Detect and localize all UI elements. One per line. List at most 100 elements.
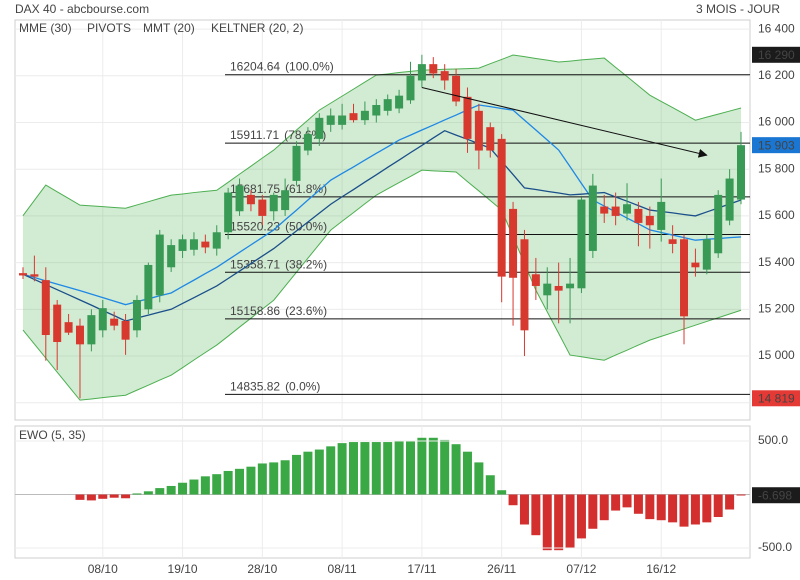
ewo-bar bbox=[200, 476, 210, 495]
ewo-bar bbox=[645, 494, 655, 520]
ewo-panel bbox=[14, 425, 751, 559]
candle-body bbox=[452, 75, 461, 102]
value-tag bbox=[752, 487, 800, 504]
candle-body bbox=[486, 127, 495, 151]
candle-body bbox=[30, 274, 39, 277]
candle-body bbox=[634, 208, 643, 223]
candle-body bbox=[543, 283, 552, 296]
ewo-bar bbox=[121, 494, 131, 499]
candle-body bbox=[577, 199, 586, 289]
candle-body bbox=[714, 194, 723, 254]
candle-body bbox=[132, 299, 141, 331]
ewo-title: EWO (5, 35) bbox=[19, 428, 86, 442]
ewo-bar bbox=[622, 494, 632, 508]
candle-body bbox=[98, 308, 107, 331]
candle-body bbox=[737, 145, 745, 200]
candle-body bbox=[235, 185, 244, 212]
x-tick-label: 07/12 bbox=[566, 562, 596, 576]
ewo-bar bbox=[86, 494, 96, 501]
ewo-bar bbox=[599, 494, 609, 521]
keltner-lower bbox=[22, 169, 742, 401]
x-tick-label: 08/10 bbox=[88, 562, 118, 576]
ewo-bar bbox=[314, 449, 324, 495]
ewo-bar bbox=[428, 437, 438, 495]
main-panel bbox=[14, 19, 751, 421]
candle-body bbox=[178, 239, 187, 251]
ewo-bar bbox=[736, 494, 746, 496]
candle-body bbox=[668, 239, 677, 244]
ewo-bar bbox=[679, 494, 689, 527]
pivot-ratio: (50.0%) bbox=[285, 220, 327, 234]
candle-body bbox=[269, 194, 278, 212]
ewo-bar bbox=[212, 474, 222, 495]
candle-body bbox=[702, 239, 711, 270]
candle-body bbox=[509, 208, 518, 278]
pivot-price: 15911.71 bbox=[230, 128, 279, 142]
candle-body bbox=[315, 117, 324, 139]
keltner-band bbox=[23, 55, 741, 401]
y-tick-label: 16 200 bbox=[758, 68, 795, 82]
y-tick-label: 15 200 bbox=[758, 301, 795, 315]
ewo-bar bbox=[702, 494, 712, 523]
x-tick-label: 08/11 bbox=[328, 562, 357, 576]
candle-body bbox=[554, 285, 563, 291]
candle-body bbox=[600, 206, 609, 214]
price-tag bbox=[752, 46, 800, 63]
ewo-bar bbox=[656, 494, 666, 521]
candle-body bbox=[725, 178, 734, 221]
candle-body bbox=[64, 322, 73, 333]
candle-body bbox=[383, 99, 392, 111]
x-tick-label: 28/10 bbox=[247, 562, 277, 576]
candle-body bbox=[588, 185, 597, 251]
pivot-ratio: (0.0%) bbox=[285, 380, 320, 394]
header-period: 3 MOIS - JOUR bbox=[696, 2, 780, 16]
ewo-bar bbox=[257, 463, 267, 495]
candle-body bbox=[189, 239, 198, 250]
candle-body bbox=[144, 264, 153, 310]
ewo-bar bbox=[143, 491, 153, 495]
pivot-price: 16204.64 bbox=[230, 60, 280, 74]
header-title: DAX 40 - abcbourse.com bbox=[15, 2, 149, 16]
candle-body bbox=[41, 280, 50, 336]
candle-body bbox=[417, 64, 426, 81]
candle-body bbox=[121, 320, 130, 340]
price-tag bbox=[752, 137, 800, 154]
y-tick-label: 15 000 bbox=[758, 348, 795, 362]
pivot-price: 15158.86 bbox=[230, 304, 280, 318]
y-tick-label: 15 600 bbox=[758, 208, 795, 222]
candle-body bbox=[303, 134, 312, 151]
pivot-label: 16204.64 (100.0%) bbox=[230, 60, 334, 74]
candle-body bbox=[497, 138, 506, 277]
ewo-bar bbox=[223, 470, 233, 495]
ewo-bar bbox=[497, 490, 507, 495]
pivot-ratio: (100.0%) bbox=[285, 60, 334, 74]
candle-body bbox=[292, 145, 301, 181]
x-tick-label: 26/11 bbox=[487, 562, 516, 576]
ewo-bar bbox=[725, 494, 735, 510]
y-tick-label: 16 400 bbox=[758, 21, 795, 35]
ewo-bar bbox=[485, 475, 495, 495]
price-tag-label: 15 903 bbox=[758, 138, 795, 152]
pivot-label: 15158.86 (23.6%) bbox=[230, 304, 327, 318]
candle-body bbox=[110, 318, 119, 326]
candle-body bbox=[566, 283, 575, 289]
pivot-price: 15358.71 bbox=[230, 257, 280, 271]
legend-entry: KELTNER (20, 2) bbox=[211, 21, 303, 35]
ewo-bar bbox=[166, 485, 176, 495]
ewo-bar bbox=[474, 462, 484, 495]
ewo-bar bbox=[292, 454, 302, 495]
ewo-bar bbox=[109, 494, 119, 498]
candle-body bbox=[691, 262, 700, 268]
y-tick-label: 16 000 bbox=[758, 115, 795, 129]
candle-body bbox=[212, 232, 221, 249]
candle-body bbox=[258, 199, 267, 216]
ewo-bar bbox=[576, 494, 586, 539]
candle-body bbox=[531, 274, 540, 286]
candle-body bbox=[19, 273, 27, 276]
price-tag-label: 16 290 bbox=[758, 48, 795, 62]
ewo-bar bbox=[98, 494, 108, 499]
ewo-bar bbox=[178, 482, 188, 495]
candle-body bbox=[167, 245, 176, 268]
pivot-label: 14835.82 (0.0%) bbox=[230, 380, 320, 394]
ewo-bar bbox=[349, 442, 359, 495]
